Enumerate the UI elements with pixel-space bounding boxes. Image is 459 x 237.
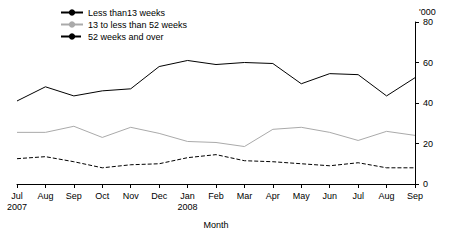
svg-text:Oct: Oct [95,191,110,201]
svg-text:May: May [293,191,311,201]
svg-text:Sep: Sep [66,191,82,201]
svg-text:Jun: Jun [322,191,337,201]
svg-text:60: 60 [423,58,433,68]
svg-text:13 to less than 52 weeks: 13 to less than 52 weeks [88,20,188,30]
svg-text:Aug: Aug [379,191,395,201]
svg-text:Jul: Jul [11,191,23,201]
svg-text:Month: Month [203,220,228,230]
svg-text:Less than13 weeks: Less than13 weeks [88,8,166,18]
svg-text:Jan: Jan [180,191,195,201]
svg-text:Feb: Feb [208,191,224,201]
svg-text:Nov: Nov [123,191,140,201]
svg-text:2008: 2008 [178,202,198,212]
svg-text:0: 0 [423,179,428,189]
svg-text:Apr: Apr [266,191,280,201]
svg-text:80: 80 [423,17,433,27]
svg-text:Aug: Aug [37,191,53,201]
svg-text:Sep: Sep [407,191,423,201]
svg-text:2007: 2007 [7,202,27,212]
svg-text:40: 40 [423,98,433,108]
svg-text:'000: '000 [419,7,436,17]
svg-text:52 weeks and over: 52 weeks and over [88,32,164,42]
svg-text:Dec: Dec [151,191,168,201]
svg-text:Mar: Mar [237,191,253,201]
svg-text:20: 20 [423,139,433,149]
svg-text:Jul: Jul [352,191,364,201]
